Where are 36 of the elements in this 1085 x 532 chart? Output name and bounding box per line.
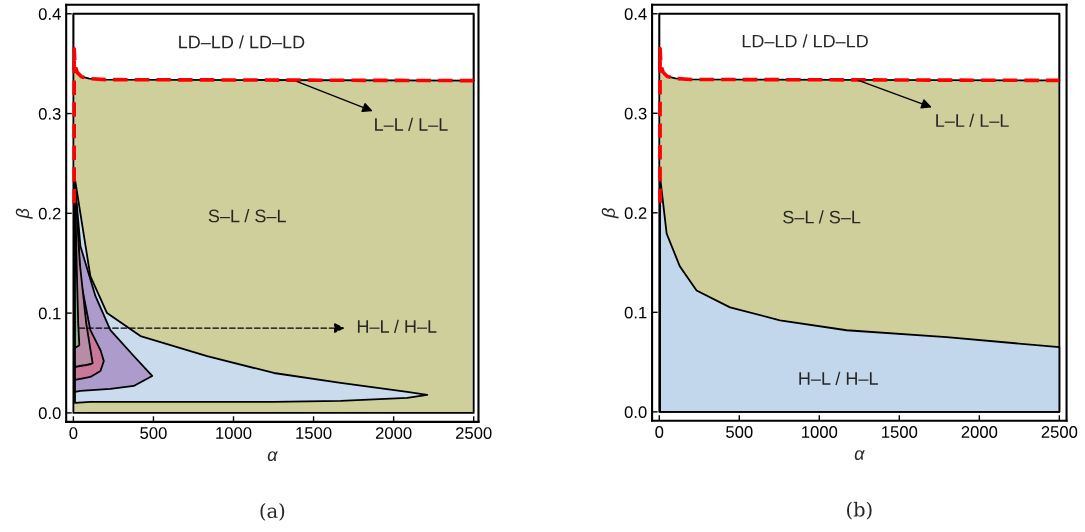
y-tick-label: 0.3 [38, 107, 61, 120]
annotation: H–L / H–L [799, 371, 878, 385]
y-axis-title: β [601, 208, 619, 219]
y-tick-label: 0.4 [624, 8, 647, 20]
y-tick-label: 0.4 [38, 8, 61, 20]
x-tick-label: 1500 [882, 426, 918, 438]
annotation: L–L / L–L [375, 117, 448, 131]
x-tick-label: 500 [140, 427, 167, 439]
annotation: S–L / S–L [783, 210, 861, 224]
text: (a) [260, 503, 285, 521]
y-tick-label: 0.1 [38, 307, 61, 320]
y-axis-title: β [15, 208, 33, 219]
x-axis-title: α [854, 450, 865, 461]
annotation: S–L / S–L [208, 209, 286, 223]
y-tick-label: 0.3 [624, 107, 647, 120]
annotation: H–L / H–L [357, 319, 437, 333]
x-axis-title: α [267, 451, 278, 462]
x-tick-label: 0 [69, 427, 78, 439]
y-tick-label: 0.1 [624, 306, 647, 319]
x-tick-label: 1500 [296, 427, 332, 439]
x-tick-label: 1000 [216, 427, 252, 439]
x-tick-label: 0 [655, 426, 664, 438]
x-tick-label: 500 [726, 426, 753, 438]
annotation: L–L / L–L [936, 113, 1009, 127]
y-tick-label: 0.0 [624, 406, 647, 419]
x-tick-label: 2000 [961, 426, 998, 438]
y-tick-label: 0.0 [38, 407, 61, 420]
x-tick-label: 1000 [802, 426, 838, 438]
text: (b) [847, 501, 872, 520]
annotation: LD–LD / LD–LD [742, 34, 868, 48]
y-tick-label: 0.2 [624, 207, 647, 219]
x-tick-label: 2500 [455, 427, 492, 439]
y-tick-label: 0.2 [38, 207, 61, 220]
x-tick-label: 2000 [375, 427, 412, 439]
annotation: LD–LD / LD–LD [179, 35, 305, 49]
x-tick-label: 2500 [1041, 426, 1078, 438]
